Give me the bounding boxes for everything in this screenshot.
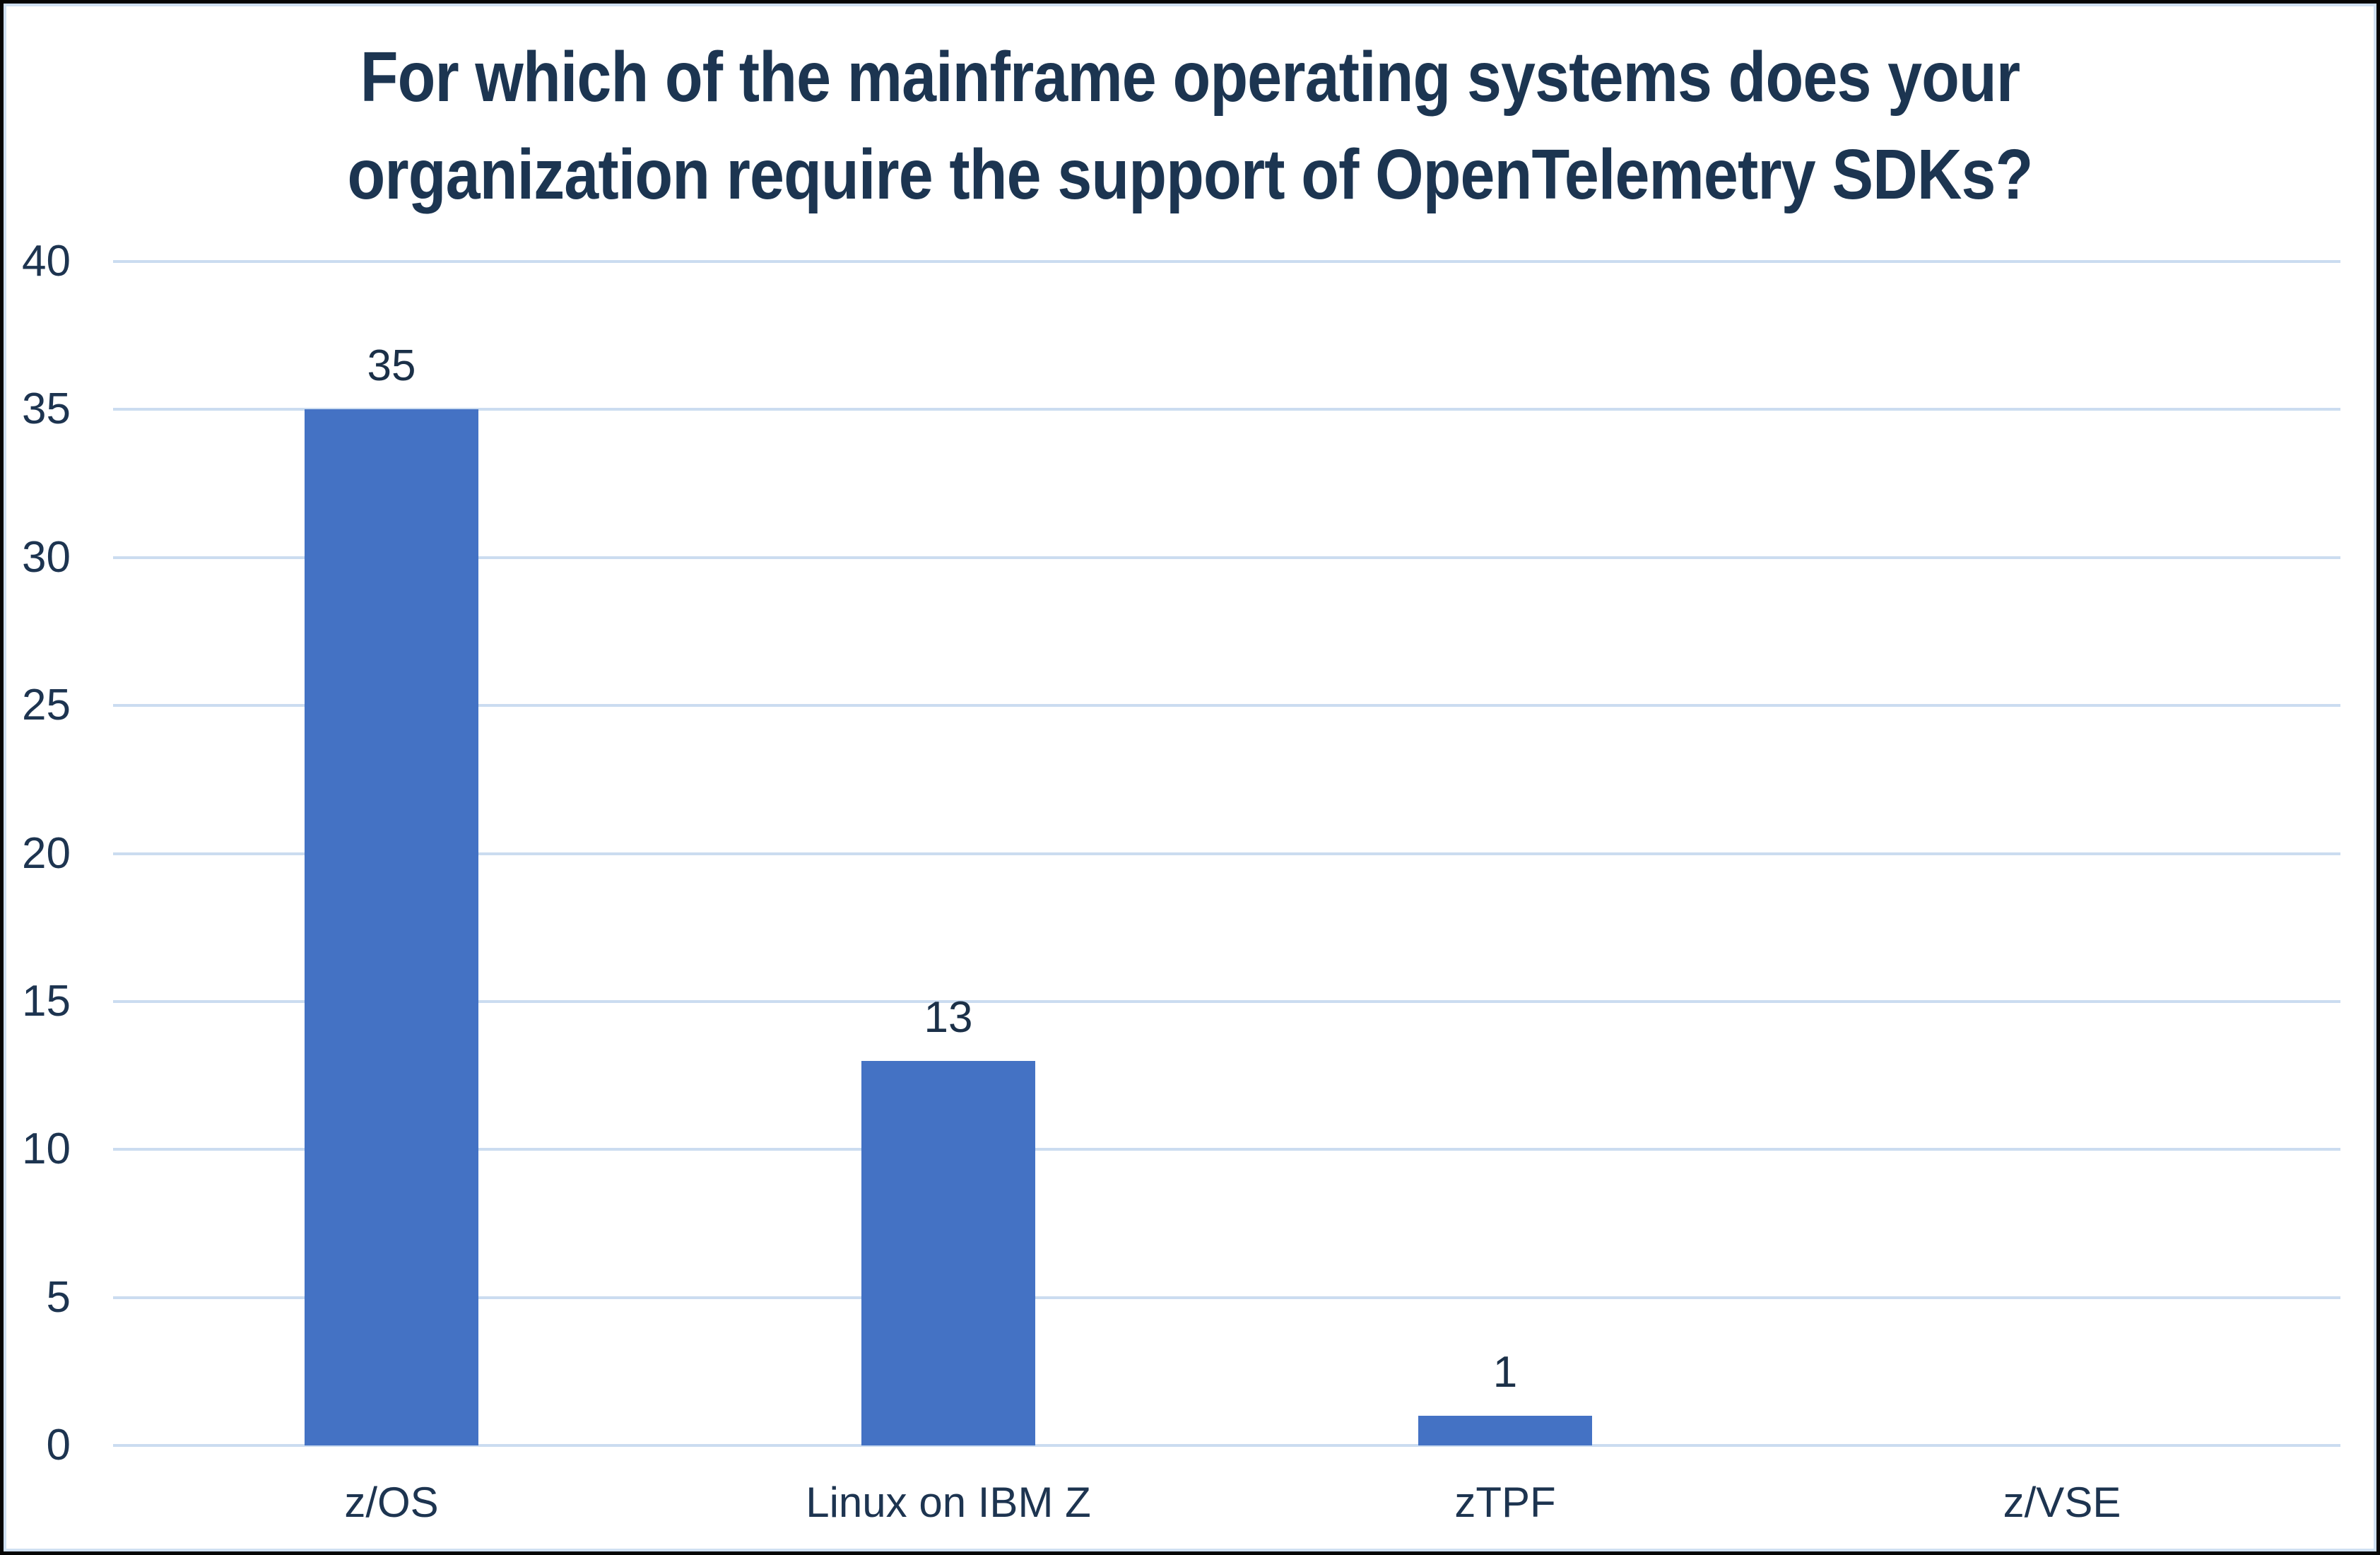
bar-value-label-zTPF: 1 [1492,1348,1518,1397]
chart-title: For which of the mainframe operating sys… [0,28,2380,223]
y-axis-tick-label-10: 10 [22,1125,71,1174]
y-axis-tick-label-30: 30 [22,532,71,582]
gridline-y-30 [113,556,2340,559]
gridline-y-25 [113,704,2340,708]
chart-title-line-1: For which of the mainframe operating sys… [360,37,2020,117]
bar-Linux on IBM Z [861,1060,1035,1445]
y-axis-tick-label-35: 35 [22,385,71,434]
bar-value-label-Linux on IBM Z: 13 [924,992,973,1042]
gridline-y-35 [113,408,2340,411]
chart-title-line-2: organization require the support of Open… [347,135,2034,214]
bar-value-label-z/OS: 35 [367,341,416,391]
bar-z/OS [305,409,478,1445]
gridline-y-0 [113,1444,2340,1447]
y-axis-tick-label-25: 25 [22,681,71,730]
gridline-y-20 [113,852,2340,855]
gridline-y-15 [113,999,2340,1003]
y-axis-tick-label-0: 0 [46,1421,71,1469]
x-axis-category-label-Linux on IBM Z: Linux on IBM Z [806,1479,1091,1526]
bar-zTPF [1418,1416,1592,1445]
y-axis-tick-label-20: 20 [22,828,71,878]
y-axis-tick-label-40: 40 [22,237,71,286]
gridline-y-40 [113,260,2340,263]
gridline-y-5 [113,1296,2340,1299]
y-axis-tick-label-5: 5 [46,1272,71,1322]
y-axis-tick-label-15: 15 [22,976,71,1026]
x-axis-category-label-zTPF: zTPF [1454,1479,1556,1526]
x-axis-category-label-z/OS: z/OS [344,1479,439,1526]
x-axis-category-label-z/VSE: z/VSE [2003,1479,2121,1526]
gridline-y-10 [113,1148,2340,1151]
